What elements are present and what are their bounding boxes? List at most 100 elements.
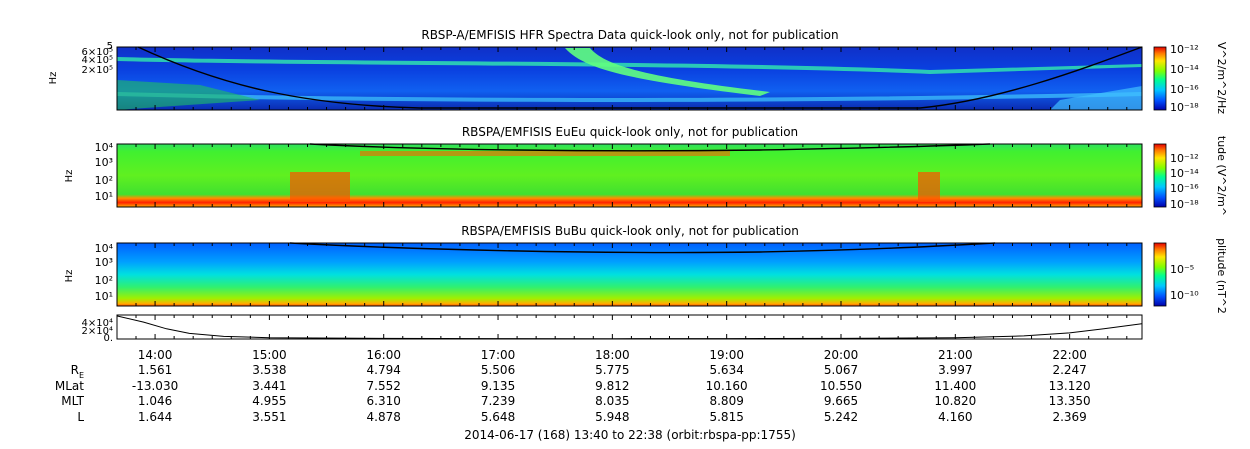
time-tick-label: 14:00 xyxy=(138,348,173,362)
hfr-cbar-tick: 10⁻¹⁴ xyxy=(1170,63,1199,76)
time-tick-label: 17:00 xyxy=(481,348,516,362)
ephemeris-value: 10.820 xyxy=(934,394,976,408)
ephemeris-value: 5.067 xyxy=(824,363,858,377)
bubu-cbar-tick: 10⁻¹⁰ xyxy=(1170,289,1199,302)
ephemeris-value: 5.242 xyxy=(824,410,858,424)
eueu-ytick: 10¹ xyxy=(95,190,113,203)
time-tick-label: 20:00 xyxy=(824,348,859,362)
eueu-band xyxy=(360,151,730,156)
ephemeris-value: 4.955 xyxy=(252,394,286,408)
ephemeris-value: 7.239 xyxy=(481,394,515,408)
eueu-red-burst xyxy=(290,172,350,202)
time-tick-label: 19:00 xyxy=(709,348,744,362)
ephemeris-values: 1.561 3.538 4.794 5.506 5.775 5.634 5.067 3.997… xyxy=(132,363,1091,424)
hfr-ylabel: Hz xyxy=(48,72,59,85)
hfr-ytick: 4×10⁵ xyxy=(82,55,113,66)
bubu-frame xyxy=(116,242,1143,307)
ephemeris-value: 3.551 xyxy=(252,410,286,424)
ephemeris-value: 13.120 xyxy=(1049,379,1091,393)
ephemeris-value: 5.634 xyxy=(709,363,743,377)
ephem-label-l: L xyxy=(77,410,84,424)
ephem-label-re: RE xyxy=(71,363,84,380)
ephemeris-value: -13.030 xyxy=(132,379,178,393)
ephem-label-mlt: MLT xyxy=(61,394,84,408)
eueu-title: RBSPA/EMFISIS EuEu quick-look only, not … xyxy=(462,125,798,139)
ephemeris-value: 11.400 xyxy=(934,379,976,393)
eueu-cbar-tick: 10⁻¹⁸ xyxy=(1170,198,1199,211)
time-tick-label: 21:00 xyxy=(938,348,973,362)
hfr-emission-band xyxy=(117,57,1142,74)
ephemeris-value: 1.644 xyxy=(138,410,172,424)
ephemeris-value: 10.160 xyxy=(706,379,748,393)
hfr-lowfreq-noise-right xyxy=(1050,86,1142,110)
ephemeris-value: 3.538 xyxy=(252,363,286,377)
eueu-ytick: 10⁴ xyxy=(95,141,114,154)
hfr-frame xyxy=(116,46,1143,111)
ephem-label-mlat: MLat xyxy=(55,379,84,393)
eueu-cbar-label: tude (V^2/m^ xyxy=(1215,136,1228,216)
ephemeris-value: 10.550 xyxy=(820,379,862,393)
ephemeris-value: 1.561 xyxy=(138,363,172,377)
hfr-cbar-tick: 10⁻¹² xyxy=(1170,43,1199,56)
time-tick-label: 16:00 xyxy=(366,348,401,362)
ephemeris-value: 6.310 xyxy=(367,394,401,408)
time-tick-label: 22:00 xyxy=(1052,348,1087,362)
bubu-ytick: 10⁴ xyxy=(95,242,114,255)
ephemeris-value: 8.809 xyxy=(709,394,743,408)
ephemeris-value: 7.552 xyxy=(367,379,401,393)
hfr-plasma-line xyxy=(117,92,1142,102)
ephemeris-value: 2.369 xyxy=(1052,410,1086,424)
eueu-panel: RBSPA/EMFISIS EuEu quick-look only, not … xyxy=(64,125,1228,216)
hfr-cbar-tick: 10⁻¹⁸ xyxy=(1170,101,1199,114)
time-ticks xyxy=(135,47,1128,339)
line-frame xyxy=(116,314,1143,340)
footer-orbit-info: 2014-06-17 (168) 13:40 to 22:38 (orbit:r… xyxy=(464,428,796,442)
bubu-cbar-label: plitude (nT^2 xyxy=(1215,238,1228,314)
line-ytick: 2×10⁴ xyxy=(82,326,113,337)
eueu-cbar-tick: 10⁻¹⁶ xyxy=(1170,182,1199,195)
ephemeris-value: 5.815 xyxy=(709,410,743,424)
ephemeris-value: 2.247 xyxy=(1052,363,1086,377)
ephemeris-labels: RE MLat MLT L xyxy=(55,363,85,424)
bubu-colorbar xyxy=(1153,242,1167,307)
hfr-colorbar xyxy=(1153,46,1167,111)
ephemeris-value: 1.046 xyxy=(138,394,172,408)
eueu-colorbar xyxy=(1153,143,1167,208)
hfr-green-arc xyxy=(565,48,770,96)
hfr-ytick: 2×10⁵ xyxy=(82,65,113,76)
eueu-ytick: 10² xyxy=(95,174,113,187)
bubu-ytick: 10³ xyxy=(95,256,113,269)
ephemeris-value: 4.160 xyxy=(938,410,972,424)
bubu-panel: RBSPA/EMFISIS BuBu quick-look only, not … xyxy=(64,224,1228,314)
bubu-ylabel: Hz xyxy=(64,270,75,283)
ephemeris-value: 5.948 xyxy=(595,410,629,424)
ephemeris-value: 13.350 xyxy=(1049,394,1091,408)
eueu-cbar-tick: 10⁻¹⁴ xyxy=(1170,167,1199,180)
ephemeris-value: 5.775 xyxy=(595,363,629,377)
time-tick-label: 15:00 xyxy=(252,348,287,362)
eueu-ytick: 10³ xyxy=(95,156,113,169)
bubu-cbar-tick: 10⁻⁵ xyxy=(1170,263,1194,276)
ephemeris-value: 9.135 xyxy=(481,379,515,393)
hfr-lowfreq-noise xyxy=(117,80,260,110)
eueu-frame xyxy=(116,143,1143,208)
eueu-ylabel: Hz xyxy=(64,170,75,183)
bubu-title: RBSPA/EMFISIS BuBu quick-look only, not … xyxy=(461,224,799,238)
time-axis-labels: 14:00 15:00 16:00 17:00 18:00 19:00 20:00 21:00… xyxy=(138,348,1087,362)
ephemeris-value: 8.035 xyxy=(595,394,629,408)
bubu-cyclotron-curve xyxy=(289,242,996,254)
line-panel: 4×10⁴ 2×10⁴ 0. xyxy=(82,314,1143,344)
eueu-cyclotron-curve xyxy=(309,143,991,152)
eueu-cbar-tick: 10⁻¹² xyxy=(1170,152,1199,165)
hfr-panel: RBSP-A/EMFISIS HFR Spectra Data quick-lo… xyxy=(48,28,1228,114)
ephemeris-value: 3.997 xyxy=(938,363,972,377)
hfr-ytick: 5 xyxy=(107,41,113,52)
hfr-cbar-tick: 10⁻¹⁶ xyxy=(1170,83,1199,96)
ephemeris-value: 9.665 xyxy=(824,394,858,408)
line-ytick: 0. xyxy=(103,333,113,344)
eueu-red-burst xyxy=(918,172,940,202)
line-ytick: 4×10⁴ xyxy=(82,318,113,329)
ephemeris-value: 4.878 xyxy=(367,410,401,424)
ephemeris-value: 5.506 xyxy=(481,363,515,377)
